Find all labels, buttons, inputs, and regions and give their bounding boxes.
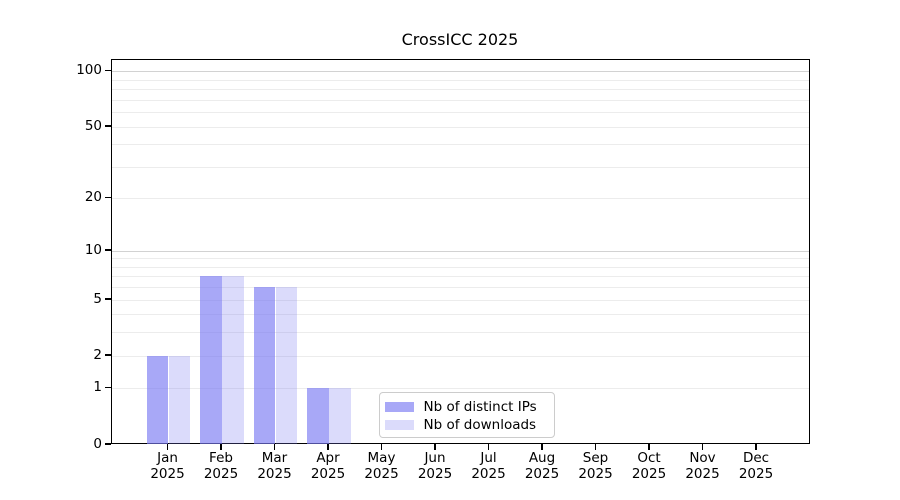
x-axis-tick <box>220 443 222 450</box>
y-axis-tick <box>104 386 111 389</box>
y-axis-tick-label: 0 <box>93 435 102 452</box>
gridline-minor <box>111 126 809 128</box>
gridline-minor <box>111 258 809 260</box>
x-axis-tick-label: Mar 2025 <box>257 449 292 482</box>
legend: Nb of distinct IPs Nb of downloads <box>378 391 555 438</box>
gridline-minor <box>111 314 809 316</box>
x-axis-tick <box>594 443 597 450</box>
x-axis-tick <box>541 443 543 450</box>
y-axis-tick-label: 50 <box>84 117 102 134</box>
x-axis-tick-label: Nov 2025 <box>685 449 720 482</box>
gridline-major <box>111 71 809 73</box>
x-axis-tick-label: Dec 2025 <box>738 449 774 482</box>
y-axis-tick-label: 20 <box>84 189 102 206</box>
bar-downloads <box>168 355 191 445</box>
x-axis-tick <box>327 443 329 450</box>
x-axis-tick <box>434 443 436 450</box>
gridline-minor <box>111 79 809 81</box>
x-axis-tick-label: Feb 2025 <box>203 449 239 482</box>
y-axis-tick-label: 5 <box>93 290 102 307</box>
gridline-minor <box>111 89 809 91</box>
gridline-minor <box>111 276 809 278</box>
legend-label-downloads: Nb of downloads <box>423 416 537 433</box>
x-axis-tick <box>380 443 383 450</box>
x-axis-tick-label: Oct 2025 <box>631 449 667 482</box>
gridline-minor <box>111 112 809 114</box>
gridline-minor <box>111 332 809 334</box>
bar-downloads <box>275 287 298 445</box>
gridline-minor <box>111 166 809 168</box>
chart-title: CrossICC 2025 <box>401 30 519 49</box>
legend-item-downloads: Nb of downloads <box>384 416 548 434</box>
bar-distinct-ips <box>307 388 329 445</box>
bar-downloads <box>222 276 244 445</box>
bar-distinct-ips <box>253 287 276 445</box>
bar-distinct-ips <box>146 355 169 445</box>
y-axis-tick <box>104 69 111 72</box>
gridline-minor <box>111 287 809 289</box>
x-axis-tick-label: Aug 2025 <box>524 449 560 482</box>
y-axis-tick <box>104 125 111 127</box>
gridline-major <box>111 250 809 252</box>
y-axis-tick <box>104 354 111 356</box>
x-axis-tick <box>487 443 490 450</box>
x-axis-tick <box>166 443 169 450</box>
x-axis-tick <box>273 443 276 450</box>
x-axis-tick <box>755 443 757 450</box>
gridline-minor <box>111 299 809 301</box>
y-axis-tick-label: 10 <box>84 241 102 258</box>
bar-distinct-ips <box>200 276 222 445</box>
y-axis-tick-label: 2 <box>93 346 102 363</box>
x-axis-tick-label: Sep 2025 <box>578 449 613 482</box>
y-axis-tick <box>104 196 111 199</box>
gridline-minor <box>111 266 809 268</box>
x-axis-tick-label: Jan 2025 <box>150 449 185 482</box>
legend-swatch-distinct-ips <box>384 401 414 413</box>
x-axis-tick-label: Apr 2025 <box>310 449 346 482</box>
legend-swatch-downloads <box>384 419 414 431</box>
x-axis-tick-label: Jun 2025 <box>417 449 453 482</box>
x-axis-tick <box>701 443 704 450</box>
legend-item-distinct-ips: Nb of distinct IPs <box>384 398 548 416</box>
gridline-minor <box>111 198 809 200</box>
plot-area <box>110 58 810 445</box>
y-axis-tick-label: 100 <box>76 62 102 79</box>
bar-downloads <box>329 388 351 445</box>
gridline-minor <box>111 388 809 390</box>
legend-label-distinct-ips: Nb of distinct IPs <box>423 398 537 415</box>
gridline-minor <box>111 355 809 357</box>
gridline-minor <box>111 144 809 146</box>
x-axis-tick <box>648 443 650 450</box>
y-axis-tick <box>104 249 111 251</box>
gridline-minor <box>111 99 809 101</box>
x-axis-tick-label: Jul 2025 <box>471 449 506 482</box>
x-axis-tick-label: May 2025 <box>364 449 399 482</box>
y-axis-tick-label: 1 <box>93 379 102 396</box>
y-axis-tick <box>104 298 111 300</box>
y-axis-tick <box>104 443 111 445</box>
